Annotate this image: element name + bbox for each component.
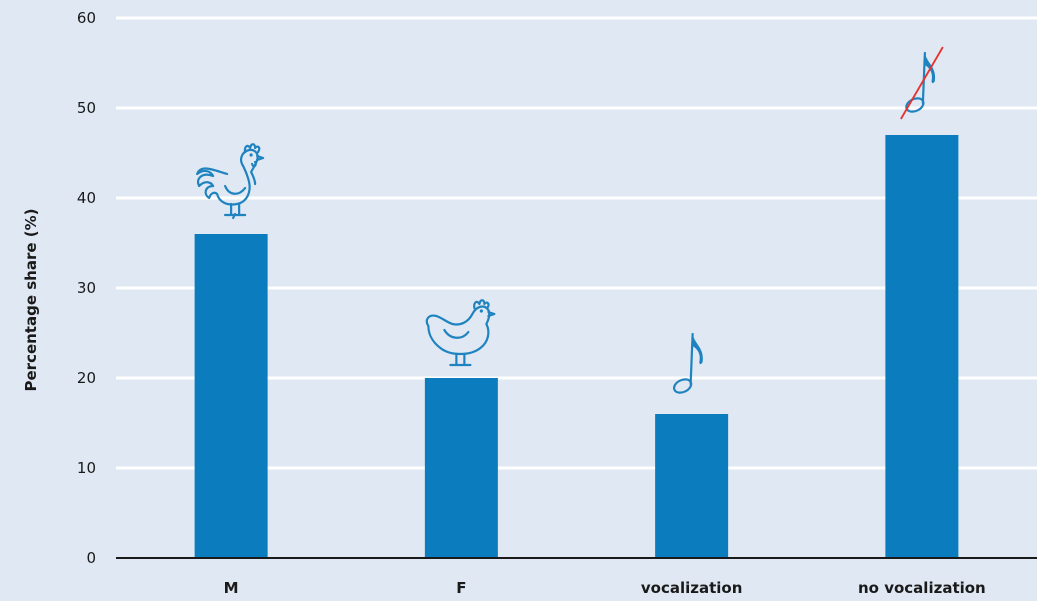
crossed-music-note-icon [900, 46, 944, 120]
music-note-icon [672, 332, 703, 394]
y-tick-label: 20 [77, 369, 96, 387]
strike-line [900, 46, 944, 120]
y-tick-label: 30 [77, 279, 96, 297]
hen-icon [425, 299, 496, 367]
rooster-icon [196, 143, 265, 220]
bar-F [424, 378, 498, 558]
y-tick-label: 10 [77, 459, 96, 477]
y-tick-label: 0 [86, 549, 96, 567]
x-tick-label: F [456, 579, 466, 597]
bar-vocalization [655, 414, 729, 558]
bar-icons [196, 46, 944, 394]
x-tick-label: vocalization [641, 579, 743, 597]
x-tick-label: no vocalization [858, 579, 986, 597]
y-tick-label: 40 [77, 189, 96, 207]
y-axis-label: Percentage share (%) [22, 209, 40, 392]
y-tick-labels: 0 10 20 30 40 50 60 [77, 9, 96, 567]
y-tick-label: 60 [77, 9, 96, 27]
x-tick-label: M [224, 579, 239, 597]
y-tick-label: 50 [77, 99, 96, 117]
bar-M [194, 234, 268, 558]
bars [194, 135, 959, 558]
bar-no-vocalization [885, 135, 959, 558]
gridlines [116, 16, 1037, 470]
